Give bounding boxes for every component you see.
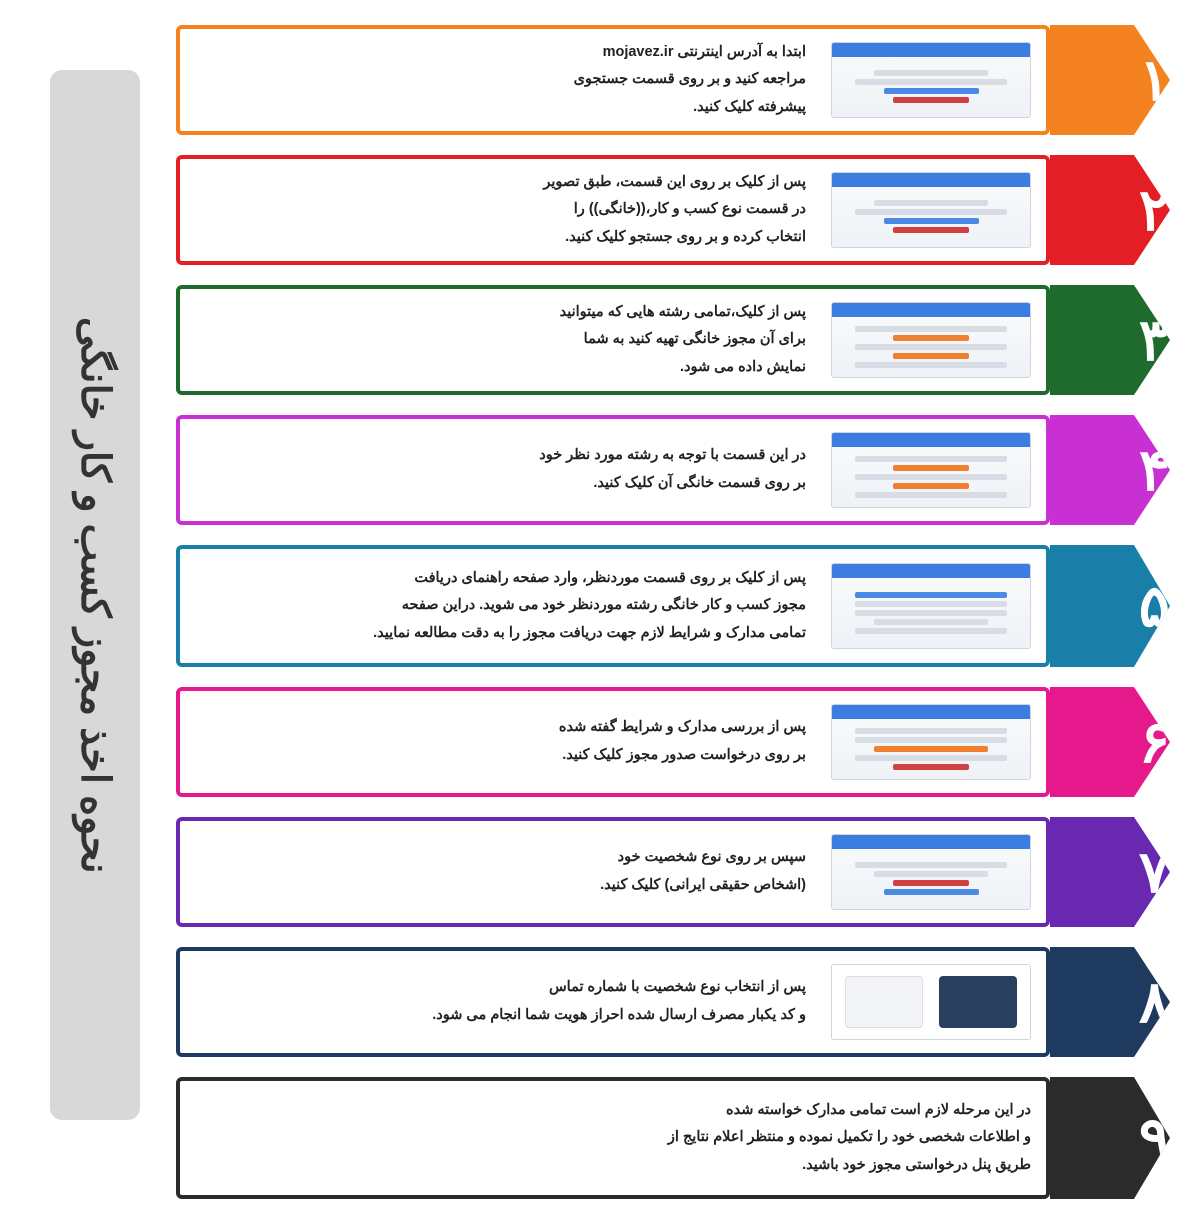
step-arrow: ۸ (1050, 947, 1170, 1057)
screenshot-thumb (831, 42, 1031, 118)
step-number: ۶ (1139, 708, 1170, 776)
screenshot-thumb (831, 302, 1031, 378)
step-text: در این قسمت با توجه به رشته مورد نظر خود… (180, 442, 806, 497)
step-body: پس از بررسی مدارک و شرایط گفته شدهبر روی… (176, 687, 1050, 797)
step-number: ۳ (1139, 306, 1170, 374)
step-arrow: ۱ (1050, 25, 1170, 135)
screenshot-thumb (831, 172, 1031, 248)
step-body: ابتدا به آدرس اینترنتی mojavez.irمراجعه … (176, 25, 1050, 135)
step-number: ۴ (1139, 436, 1170, 504)
step-number: ۲ (1139, 176, 1170, 244)
step-4: در این قسمت با توجه به رشته مورد نظر خود… (180, 415, 1170, 525)
step-arrow: ۶ (1050, 687, 1170, 797)
step-text: سپس بر روی نوع شخصیت خود(اشخاص حقیقی ایر… (180, 844, 806, 899)
step-text: پس از بررسی مدارک و شرایط گفته شدهبر روی… (180, 714, 806, 769)
screenshot-thumb (831, 964, 1031, 1040)
step-3: پس از کلیک،تمامی رشته هایی که میتوانیدبر… (180, 285, 1170, 395)
step-arrow: ۲ (1050, 155, 1170, 265)
step-8: پس از انتخاب نوع شخصیت با شماره تماسو کد… (180, 947, 1170, 1057)
title-sidebar: نحوه اخذ مجوز کسب و کار خانگی (50, 70, 140, 1120)
step-2: پس از کلیک بر روی این قسمت، طبق تصویردر … (180, 155, 1170, 265)
step-body: سپس بر روی نوع شخصیت خود(اشخاص حقیقی ایر… (176, 817, 1050, 927)
step-text: در این مرحله لازم است تمامی مدارک خواسته… (180, 1097, 1031, 1180)
step-number: ۱ (1139, 46, 1170, 114)
step-number: ۸ (1139, 968, 1170, 1036)
step-number: ۹ (1139, 1104, 1170, 1172)
screenshot-thumb (831, 563, 1031, 649)
step-5: پس از کلیک بر روی قسمت موردنظر، وارد صفح… (180, 545, 1170, 667)
step-body: پس از کلیک بر روی این قسمت، طبق تصویردر … (176, 155, 1050, 265)
step-1: ابتدا به آدرس اینترنتی mojavez.irمراجعه … (180, 25, 1170, 135)
step-text: پس از کلیک،تمامی رشته هایی که میتوانیدبر… (180, 299, 806, 382)
step-arrow: ۳ (1050, 285, 1170, 395)
step-arrow: ۴ (1050, 415, 1170, 525)
step-body: پس از کلیک بر روی قسمت موردنظر، وارد صفح… (176, 545, 1050, 667)
step-number: ۵ (1139, 572, 1170, 640)
screenshot-thumb (831, 704, 1031, 780)
step-arrow: ۹ (1050, 1077, 1170, 1199)
screenshot-thumb (831, 432, 1031, 508)
step-9: در این مرحله لازم است تمامی مدارک خواسته… (180, 1077, 1170, 1199)
step-arrow: ۵ (1050, 545, 1170, 667)
step-text: ابتدا به آدرس اینترنتی mojavez.irمراجعه … (180, 39, 806, 122)
page-title: نحوه اخذ مجوز کسب و کار خانگی (72, 317, 118, 874)
screenshot-thumb (831, 834, 1031, 910)
step-arrow: ۷ (1050, 817, 1170, 927)
step-text: پس از کلیک بر روی این قسمت، طبق تصویردر … (180, 169, 806, 252)
step-body: در این قسمت با توجه به رشته مورد نظر خود… (176, 415, 1050, 525)
step-body: پس از انتخاب نوع شخصیت با شماره تماسو کد… (176, 947, 1050, 1057)
step-6: پس از بررسی مدارک و شرایط گفته شدهبر روی… (180, 687, 1170, 797)
step-text: پس از کلیک بر روی قسمت موردنظر، وارد صفح… (180, 565, 806, 648)
step-body: در این مرحله لازم است تمامی مدارک خواسته… (176, 1077, 1050, 1199)
steps-container: ابتدا به آدرس اینترنتی mojavez.irمراجعه … (180, 25, 1170, 1199)
step-number: ۷ (1139, 838, 1170, 906)
step-body: پس از کلیک،تمامی رشته هایی که میتوانیدبر… (176, 285, 1050, 395)
step-7: سپس بر روی نوع شخصیت خود(اشخاص حقیقی ایر… (180, 817, 1170, 927)
step-text: پس از انتخاب نوع شخصیت با شماره تماسو کد… (180, 974, 806, 1029)
